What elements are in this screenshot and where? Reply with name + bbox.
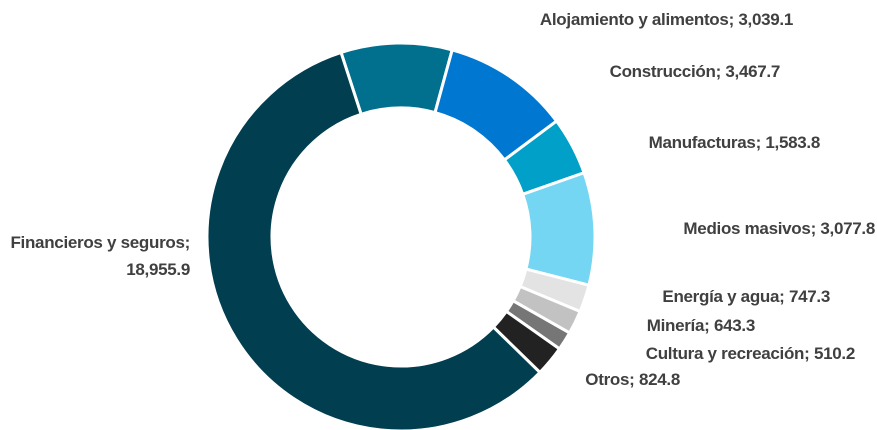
separator: ; (184, 233, 191, 252)
slice-label: Construcción; 3,467.7 (609, 58, 781, 85)
slice-label: Medios masivos; 3,077.8 (683, 215, 875, 242)
separator: ; (755, 133, 762, 152)
value-label: 824.8 (638, 370, 680, 389)
donut-slice (205, 50, 543, 430)
slice-label: Alojamiento y alimentos; 3,039.1 (540, 6, 793, 33)
separator: ; (704, 316, 710, 335)
category-name: Energía y agua (662, 287, 780, 306)
slice-label: Minería; 643.3 (646, 312, 756, 339)
value-label: 18,955.9 (126, 260, 190, 279)
category-name: Cultura y recreación (645, 344, 805, 363)
value-label: 643.3 (713, 316, 755, 335)
separator: ; (804, 344, 810, 363)
slice-label: Financieros y seguros; 18,955.9 (0, 229, 190, 283)
category-name: Financieros y seguros (10, 233, 185, 252)
value-label: 3,039.1 (738, 10, 793, 29)
slice-label: Otros; 824.8 (585, 366, 680, 393)
category-name: Manufacturas (648, 133, 756, 152)
separator: ; (728, 10, 735, 29)
value-label: 3,467.7 (725, 62, 780, 81)
separator: ; (715, 62, 722, 81)
slice-label: Energía y agua; 747.3 (662, 283, 830, 310)
separator: ; (779, 287, 785, 306)
category-name: Alojamiento y alimentos (539, 10, 729, 29)
donut-slice (520, 170, 597, 288)
category-name: Medios masivos (683, 219, 811, 238)
separator: ; (629, 370, 635, 389)
category-name: Construcción (609, 62, 716, 81)
separator: ; (810, 219, 817, 238)
category-name: Otros (585, 370, 630, 389)
slice-label: Cultura y recreación; 510.2 (645, 340, 856, 367)
slice-label: Manufacturas; 1,583.8 (648, 129, 821, 156)
value-label: 1,583.8 (765, 133, 820, 152)
value-label: 3,077.8 (820, 219, 875, 238)
value-label: 747.3 (788, 287, 830, 306)
category-name: Minería (646, 316, 705, 335)
value-label: 510.2 (813, 344, 855, 363)
